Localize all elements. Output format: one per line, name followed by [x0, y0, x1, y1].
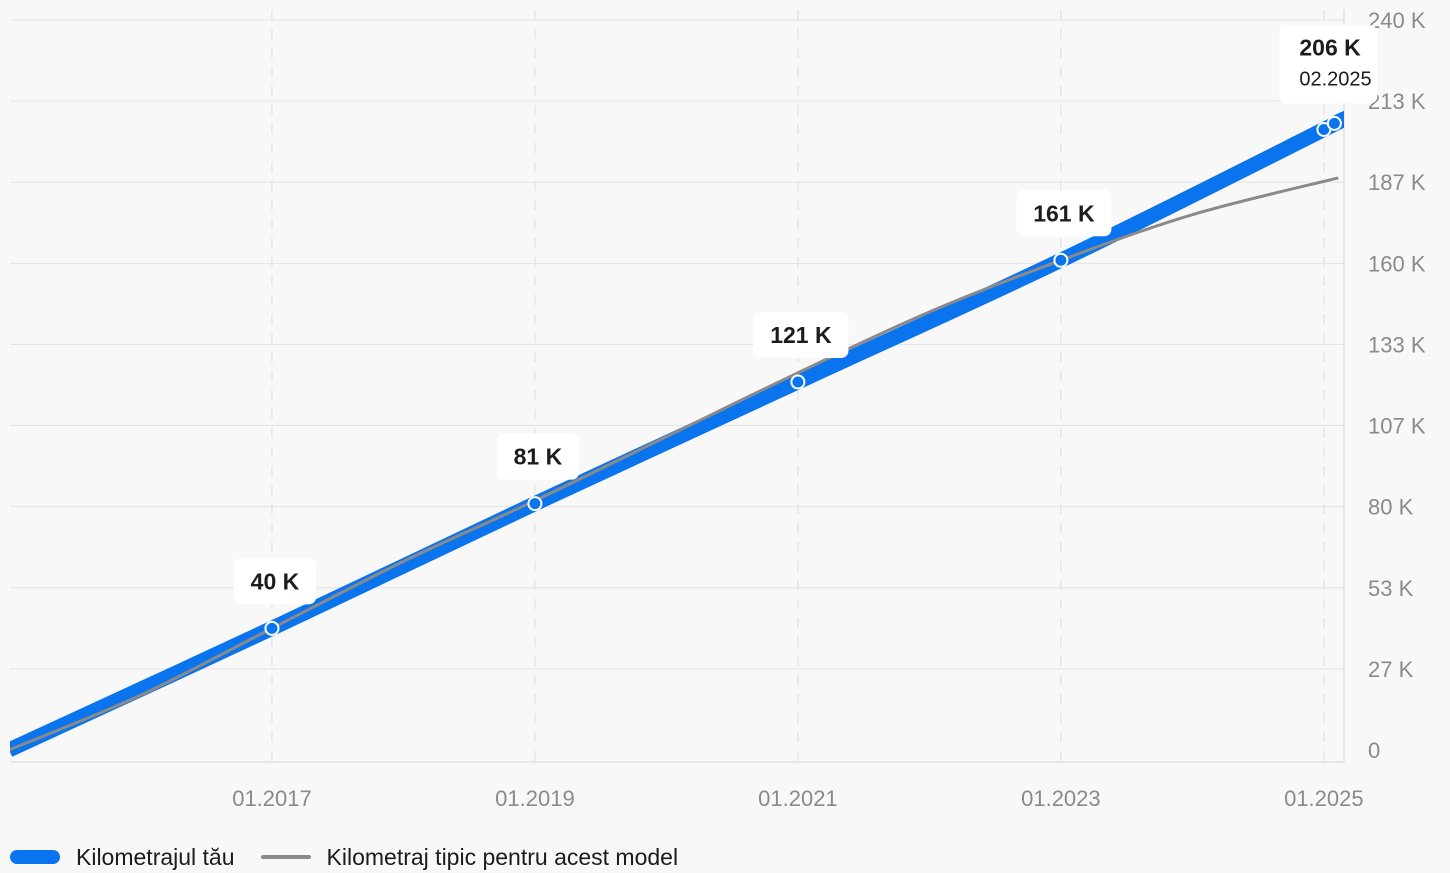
legend-swatch-typical-mileage: [260, 855, 311, 859]
callout-value: 161 K: [1033, 200, 1095, 226]
data-point-marker: [1326, 115, 1342, 131]
chart-legend: Kilometrajul tău Kilometraj tipic pentru…: [10, 842, 704, 872]
callout-value: 206 K: [1299, 34, 1361, 60]
callout-box: [753, 311, 849, 358]
callout-box: [233, 558, 316, 605]
legend-swatch-your-mileage: [10, 850, 60, 864]
data-point-marker: [790, 374, 806, 390]
y-tick-label: 240 K: [1368, 8, 1426, 33]
callout-box: [1016, 190, 1112, 237]
data-point-marker: [1053, 252, 1069, 268]
callout-value: 81 K: [514, 444, 563, 470]
x-tick-label: 01.2019: [495, 786, 575, 811]
x-tick-label: 01.2021: [758, 786, 838, 811]
callout-date: 02.2025: [1299, 68, 1371, 90]
legend-item-your-mileage[interactable]: Kilometrajul tău: [10, 844, 235, 871]
data-label-callout: 206 K 02.2025: [1279, 25, 1378, 104]
legend-label-typical-mileage: Kilometraj tipic pentru acest model: [326, 843, 679, 870]
data-label-callout: 81 K: [496, 433, 579, 480]
y-tick-label: 160 K: [1368, 251, 1426, 276]
legend-label-your-mileage: Kilometrajul tău: [76, 843, 235, 870]
callout-value: 40 K: [251, 568, 300, 594]
data-label-callout: 161 K: [1016, 190, 1112, 237]
x-tick-label: 01.2023: [1021, 786, 1101, 811]
y-tick-label: 213 K: [1368, 89, 1426, 114]
data-point-marker: [527, 496, 543, 512]
y-tick-label: 27 K: [1368, 657, 1414, 682]
callout-value: 121 K: [770, 322, 832, 348]
series-typical-mileage-line: [10, 176, 1339, 752]
callout-box: [1279, 25, 1378, 104]
callout-box: [496, 433, 579, 480]
mileage-chart: 0 27 K 53 K 80 K 107 K 133 K 160 K 187 K 213 K 24…: [10, 8, 1426, 811]
data-label-callout: 40 K: [233, 558, 316, 605]
y-tick-label: 80 K: [1368, 495, 1414, 520]
x-tick-label: 01.2025: [1284, 786, 1364, 811]
data-label-callout: 121 K: [753, 311, 849, 358]
y-tick-label: 0: [1368, 738, 1380, 763]
data-point-marker: [264, 620, 280, 636]
legend-item-typical-mileage[interactable]: Kilometraj tipic pentru acest model: [260, 843, 679, 871]
x-tick-label: 01.2017: [232, 786, 312, 811]
y-tick-label: 107 K: [1368, 414, 1426, 439]
series-your-mileage-line: [10, 110, 1344, 757]
y-tick-label: 133 K: [1368, 332, 1426, 357]
y-tick-label: 187 K: [1368, 170, 1426, 195]
y-tick-label: 53 K: [1368, 576, 1414, 601]
